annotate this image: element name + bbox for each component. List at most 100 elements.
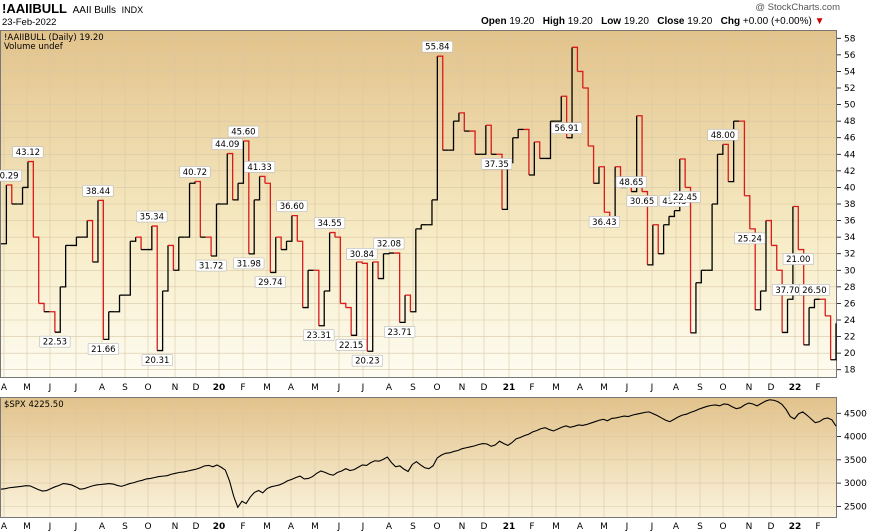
data-label-text: 26.50	[802, 286, 826, 296]
data-label-text: 22.15	[339, 341, 363, 351]
line-segment	[803, 307, 810, 346]
line-segment	[114, 295, 121, 313]
data-label: 29.74	[254, 276, 286, 288]
line-segment	[238, 141, 245, 184]
line-segment	[669, 210, 676, 218]
data-label-box	[303, 329, 335, 342]
line-segment	[378, 253, 385, 280]
line-segment	[92, 200, 99, 263]
line-segment	[33, 236, 40, 304]
x-tick-label: D	[193, 522, 200, 532]
data-label-text: 56.91	[554, 124, 578, 134]
line-segment	[243, 140, 250, 254]
x-tick-label: A	[577, 383, 584, 393]
line-segment	[302, 270, 309, 309]
chart-date: 23-Feb-2022	[2, 17, 57, 28]
x-tick-label: J	[337, 522, 341, 532]
line-segment	[227, 152, 234, 200]
x-tick-label: M	[311, 383, 319, 393]
line-segment	[545, 121, 552, 160]
line-segment	[809, 299, 816, 309]
panel-border	[0, 30, 837, 378]
data-label: 38.44	[82, 185, 114, 197]
symbol: !AAIIBULL	[2, 1, 67, 16]
x-tick-label: D	[193, 383, 200, 393]
data-label: 20.23	[351, 354, 383, 367]
x-tick-label: S	[410, 522, 416, 532]
line-segment	[647, 224, 654, 266]
line-segment	[124, 241, 131, 296]
data-label-text: 45.60	[231, 128, 255, 138]
data-label-text: 55.84	[425, 43, 449, 53]
data-label: 37.35	[481, 157, 513, 170]
line-segment	[254, 176, 261, 201]
line-segment	[744, 195, 751, 229]
x-tick-label: A	[99, 383, 106, 393]
line-segment	[291, 214, 298, 242]
ohlc-readout: Open 19.20 High 19.20 Low 19.20 Close 19…	[481, 16, 825, 27]
data-label: 36.60	[276, 200, 308, 212]
line-segment	[830, 323, 837, 361]
x-tick-label: A	[577, 522, 584, 532]
line-segment	[54, 286, 61, 333]
line-segment	[658, 224, 665, 255]
line-segment	[448, 121, 455, 151]
line-segment	[572, 46, 579, 72]
y-tick-label: 22	[844, 333, 855, 343]
data-label: 22.15	[335, 339, 367, 351]
line-segment	[130, 237, 137, 242]
data-label-box	[254, 276, 286, 288]
line-segment	[264, 182, 272, 273]
x-tick-label: O	[719, 383, 726, 393]
data-label-box	[782, 253, 814, 265]
line-segment	[755, 291, 762, 311]
line-segment	[194, 180, 201, 238]
data-label-box	[12, 146, 44, 158]
line-segment	[663, 216, 670, 226]
x-tick-label: J	[337, 383, 341, 393]
x-tick-label: O	[719, 522, 726, 532]
y-tick-label: 18	[844, 366, 856, 376]
y-tick-label: 34	[844, 233, 856, 243]
line-segment	[458, 112, 465, 132]
data-label: 30.84	[346, 248, 378, 260]
data-label-box	[351, 354, 383, 367]
x-tick-label: J	[48, 522, 52, 532]
line-segment	[566, 47, 573, 139]
line-segment	[313, 269, 320, 326]
line-segment	[431, 56, 439, 201]
line-segment	[410, 228, 417, 313]
change-arrow-icon: ▼	[814, 16, 825, 27]
line-segment	[22, 161, 29, 189]
month-axis: A M J J A S O N D 20 F M A M J J A S O N D 21 F M A M J J A S O N D 22 F	[1, 383, 821, 393]
line-segment	[819, 298, 826, 316]
data-label-box	[615, 176, 647, 188]
x-tick-label: M	[552, 522, 560, 532]
line-segment	[97, 199, 105, 340]
x-tick-label: 21	[503, 383, 516, 393]
data-label-text: 20.23	[355, 357, 379, 367]
y-tick-label: 4000	[844, 433, 867, 443]
line-segment	[598, 166, 606, 213]
x-tick-label: 21	[503, 522, 516, 532]
x-tick-label: J	[74, 383, 78, 393]
line-segment	[6, 184, 13, 204]
data-label-box	[136, 210, 168, 223]
line-segment	[340, 302, 347, 308]
x-tick-label: O	[144, 522, 151, 532]
y-tick-label: 56	[844, 51, 856, 61]
data-label-text: 23.31	[307, 331, 331, 341]
x-tick-label: O	[144, 383, 151, 393]
line-segment	[361, 262, 368, 352]
line-segment	[87, 219, 94, 262]
x-tick-label: J	[361, 383, 365, 393]
line-segment	[604, 211, 611, 218]
spx-line	[0, 399, 837, 509]
line-segment	[286, 215, 293, 242]
data-label-text: 37.35	[484, 160, 508, 170]
data-label-text: 31.72	[199, 262, 223, 272]
line-segment	[17, 187, 24, 205]
y-tick-label: 30	[844, 266, 856, 276]
data-label-box	[233, 257, 265, 270]
line-segment	[706, 204, 713, 271]
